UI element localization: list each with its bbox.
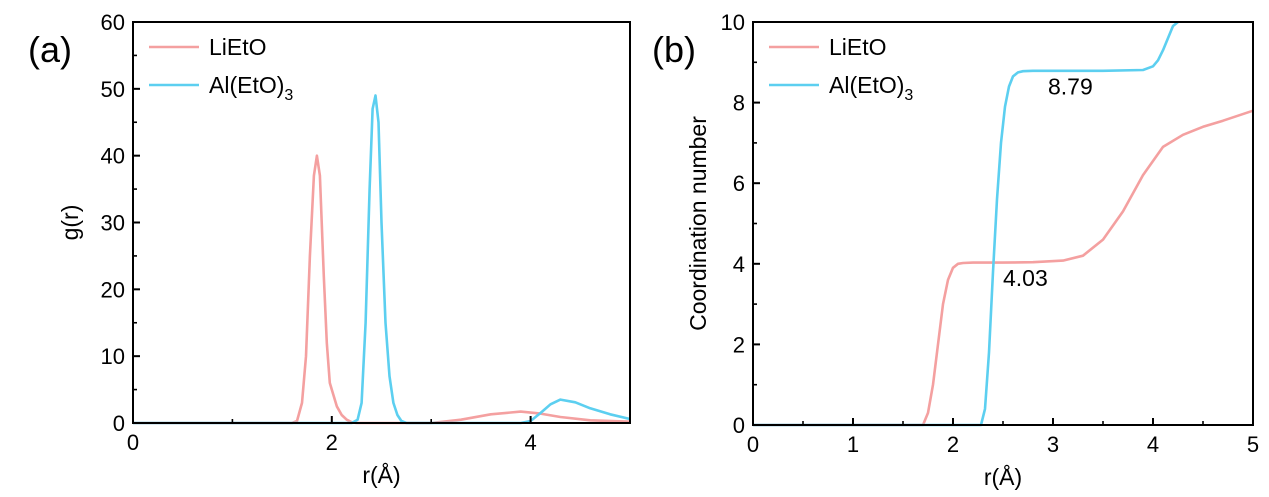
y-tick-label: 30 (101, 211, 125, 236)
series-line-1 (133, 94, 631, 425)
plot-frame (752, 21, 1254, 426)
data-annotation: 8.79 (1048, 74, 1093, 100)
y-tick-label: 50 (101, 77, 125, 102)
legend-label: Al(EtO)3 (209, 72, 293, 104)
panel-label: (a) (28, 29, 72, 70)
series-line-1 (753, 20, 1179, 427)
y-tick-label: 0 (733, 413, 745, 438)
y-tick-label: 0 (113, 411, 125, 436)
x-tick-label: 0 (127, 430, 139, 455)
x-axis-label: r(Å) (984, 463, 1022, 490)
legend-label: LiEtO (829, 34, 887, 60)
x-axis-label: r(Å) (362, 461, 400, 488)
y-tick-label: 60 (101, 10, 125, 35)
x-tick-label: 4 (524, 430, 536, 455)
y-axis-label: Coordination number (685, 116, 711, 331)
panel-label: (b) (652, 29, 696, 70)
x-tick-label: 4 (1147, 432, 1159, 457)
x-tick-label: 5 (1247, 432, 1259, 457)
x-tick-label: 2 (947, 432, 959, 457)
y-tick-label: 10 (101, 344, 125, 369)
x-tick-label: 3 (1047, 432, 1059, 457)
data-annotation: 4.03 (1003, 265, 1048, 291)
y-tick-label: 6 (733, 171, 745, 196)
y-tick-label: 20 (101, 277, 125, 302)
legend-subscript: 3 (284, 87, 293, 104)
y-tick-label: 2 (733, 332, 745, 357)
series-line-0 (133, 154, 631, 425)
x-tick-label: 0 (747, 432, 759, 457)
y-tick-label: 40 (101, 144, 125, 169)
legend-subscript: 3 (904, 87, 913, 104)
legend-label: LiEtO (209, 34, 267, 60)
legend-label: Al(EtO)3 (829, 72, 913, 104)
chart-panel-1: 0 1 2 3 4 5 0 2 4 6 8 10 r(Å) Coordination number (b) L… (652, 10, 1259, 490)
y-tick-label: 8 (733, 91, 745, 116)
y-tick-label: 10 (721, 10, 745, 35)
y-axis-label: g(r) (57, 205, 83, 241)
y-tick-label: 4 (733, 252, 745, 277)
x-tick-label: 2 (326, 430, 338, 455)
series-line-0 (753, 109, 1254, 427)
x-tick-label: 1 (847, 432, 859, 457)
